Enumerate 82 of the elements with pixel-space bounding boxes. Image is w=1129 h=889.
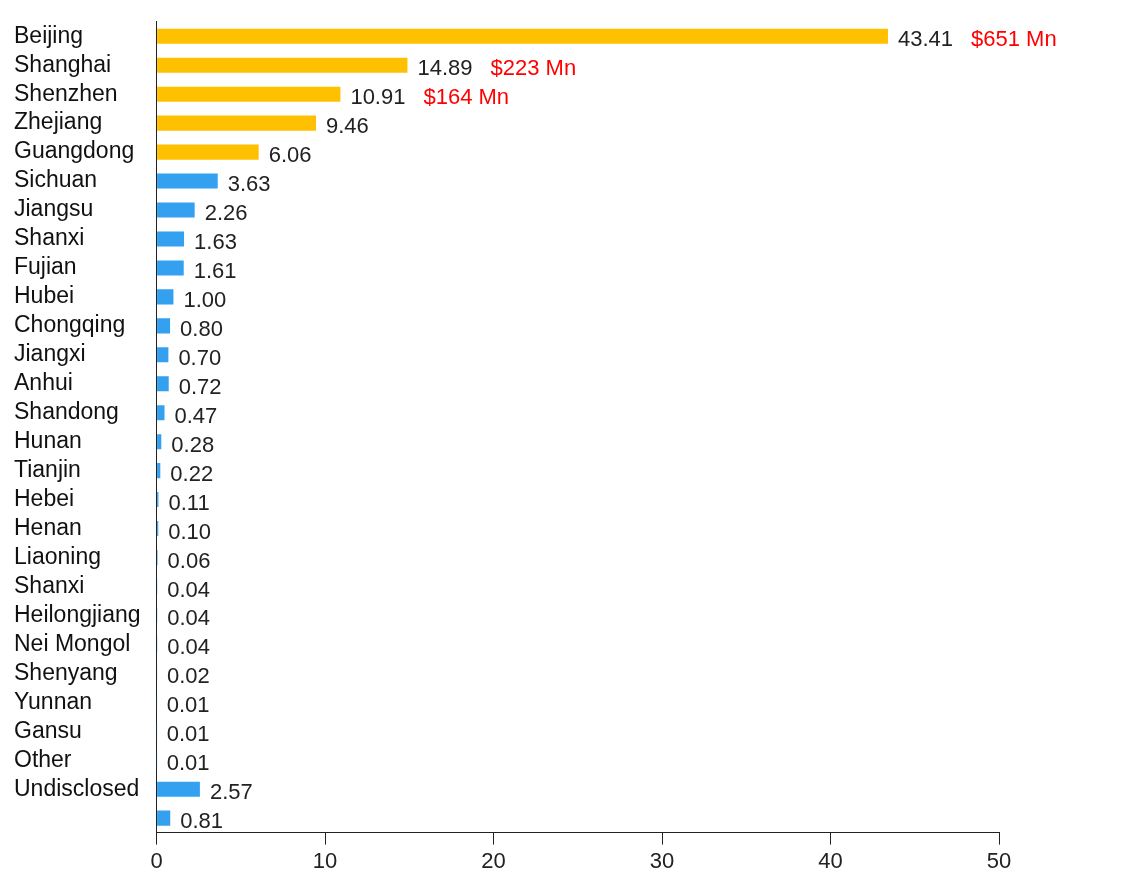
bar bbox=[157, 28, 888, 44]
data-label: 0.04 bbox=[167, 605, 211, 631]
data-label: 0.70 bbox=[178, 344, 222, 370]
bar bbox=[157, 115, 316, 131]
data-label: 9.46 bbox=[325, 113, 369, 139]
y-tick-label: Jiangsu bbox=[14, 195, 94, 222]
data-label: 0.01 bbox=[166, 721, 210, 747]
data-label: 0.28 bbox=[171, 431, 215, 457]
data-label: 14.89 bbox=[417, 55, 473, 81]
data-label: 0.22 bbox=[170, 460, 214, 486]
data-label: 0.10 bbox=[168, 518, 212, 544]
y-tick-label: Hunan bbox=[14, 427, 82, 454]
data-label: 0.04 bbox=[167, 576, 211, 602]
y-tick-label: Shenzhen bbox=[14, 79, 118, 106]
annotation: $164 Mn bbox=[423, 84, 510, 110]
data-label: 0.80 bbox=[180, 315, 223, 341]
data-label: 0.01 bbox=[166, 692, 210, 718]
annotation: $223 Mn bbox=[490, 55, 577, 81]
y-tick-label: Anhui bbox=[14, 369, 73, 396]
y-tick-label: Zhejiang bbox=[14, 108, 103, 135]
bar bbox=[157, 376, 169, 392]
y-tick-label: Shanghai bbox=[14, 50, 112, 77]
y-tick-label: Gansu bbox=[14, 716, 82, 743]
bar bbox=[157, 781, 200, 797]
data-label: 10.91 bbox=[350, 84, 406, 110]
y-tick-label: Jiangxi bbox=[14, 340, 86, 367]
x-tick-label: 40 bbox=[818, 847, 843, 873]
x-tick-label: 10 bbox=[312, 847, 338, 873]
bar bbox=[157, 173, 218, 189]
bar bbox=[157, 260, 184, 276]
x-tick-label: 20 bbox=[481, 847, 506, 873]
bar bbox=[157, 202, 195, 218]
bar bbox=[157, 86, 341, 102]
y-tick-label: Nei Mongol bbox=[14, 629, 131, 656]
data-label: 0.01 bbox=[166, 750, 210, 776]
data-label: 6.06 bbox=[268, 142, 312, 168]
data-label: 0.02 bbox=[166, 663, 210, 689]
data-label: 0.72 bbox=[178, 373, 222, 399]
bar bbox=[157, 318, 171, 334]
bar bbox=[157, 810, 171, 826]
y-tick-label: Shanxi bbox=[14, 571, 85, 598]
data-label: 0.06 bbox=[167, 547, 211, 573]
data-label: 0.11 bbox=[168, 489, 210, 515]
x-tick-label: 50 bbox=[986, 847, 1012, 873]
y-tick-label: Yunnan bbox=[14, 687, 93, 714]
bar bbox=[157, 231, 185, 247]
data-label: 2.26 bbox=[204, 200, 248, 226]
bar bbox=[157, 434, 162, 450]
y-tick-label: Henan bbox=[14, 513, 82, 540]
y-tick-label: Shenyang bbox=[14, 658, 118, 685]
y-tick-label: Fujian bbox=[14, 253, 77, 280]
y-tick-label: Heilongjiang bbox=[14, 600, 141, 627]
y-tick-label: Chongqing bbox=[14, 311, 126, 338]
x-tick-label: 30 bbox=[649, 847, 675, 873]
data-label: 2.57 bbox=[209, 779, 253, 805]
bar bbox=[157, 347, 169, 363]
y-tick-label: Shanxi bbox=[14, 224, 85, 251]
y-tick-label: Tianjin bbox=[14, 455, 81, 482]
bar bbox=[157, 57, 408, 73]
y-tick-label: Other bbox=[14, 745, 72, 772]
y-tick-label: Hubei bbox=[14, 282, 75, 309]
x-tick-label: 0 bbox=[150, 847, 163, 873]
data-label: 1.00 bbox=[183, 286, 227, 312]
data-label: 0.81 bbox=[180, 808, 224, 834]
data-label: 43.41 bbox=[897, 26, 954, 52]
data-label: 0.04 bbox=[167, 634, 211, 660]
y-tick-label: Shandong bbox=[14, 398, 119, 425]
y-tick-label: Undisclosed bbox=[14, 774, 140, 801]
y-tick-label: Beijing bbox=[14, 21, 84, 48]
data-label: 1.63 bbox=[194, 229, 237, 255]
y-tick-label: Liaoning bbox=[14, 542, 101, 569]
bar bbox=[157, 405, 165, 421]
y-tick-label: Guangdong bbox=[14, 137, 135, 164]
data-label: 3.63 bbox=[227, 171, 271, 197]
y-tick-label: Hebei bbox=[14, 484, 75, 511]
y-tick-label: Sichuan bbox=[14, 166, 98, 193]
bar bbox=[157, 289, 174, 305]
bar bbox=[157, 463, 161, 479]
bar bbox=[157, 144, 259, 160]
data-label: 1.61 bbox=[193, 258, 237, 283]
annotation: $651 Mn bbox=[971, 26, 1057, 52]
data-label: 0.47 bbox=[174, 402, 218, 428]
